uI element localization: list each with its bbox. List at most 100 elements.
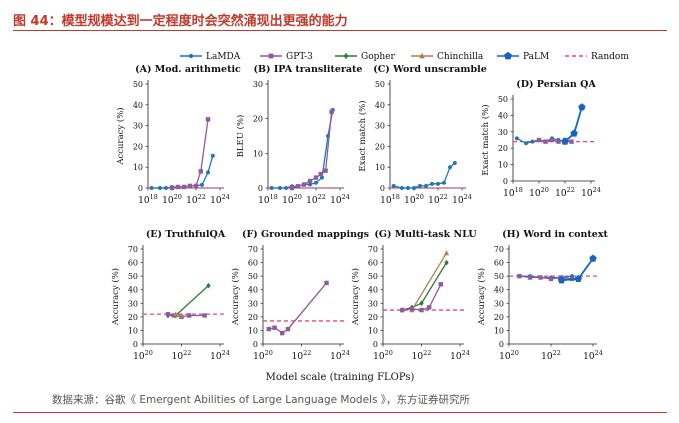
y-tick-label: 70 [248,245,258,254]
x-tick-label: 1020 [499,349,519,362]
x-tick-label: 1020 [162,193,182,206]
y-tick-label: 40 [248,286,258,295]
y-tick-label: 10 [368,326,378,335]
y-tick-label: 30 [133,122,143,131]
y-tick-label: 40 [498,111,508,120]
data-point [514,136,519,141]
data-point [308,182,312,187]
data-point [448,165,452,170]
data-point [438,282,443,287]
y-tick-label: 30 [494,299,504,308]
data-point [444,259,449,266]
data-point [556,139,561,144]
legend-label: Chinchilla [437,52,484,62]
data-point [285,326,291,332]
series-gpt3 [169,117,211,191]
legend-marker [343,52,349,60]
series-line [402,284,442,311]
y-tick-label: 10 [375,163,385,172]
data-point [578,103,586,111]
panel-6: (F) Grounded mappings0102030405060701020… [230,229,369,362]
legend-label: Gopher [361,52,395,62]
series-lamda [149,153,215,190]
x-tick-label: 1018 [380,193,400,206]
series-line [151,155,214,189]
y-tick-label: 30 [498,128,508,137]
x-tick-label: 1024 [330,349,350,362]
data-point [530,139,535,144]
y-tick-label: 30 [253,80,263,89]
panel-title: (E) TruthfulQA [146,229,226,240]
data-source: 数据来源：谷歌《 Emergent Abilities of Large Lan… [52,394,471,406]
data-point [206,282,211,289]
legend-item-palm: PaLM [497,51,549,62]
data-point [149,186,154,190]
x-tick-label: 1020 [282,193,302,206]
data-point [272,325,277,330]
data-point [570,129,578,137]
x-tick-label: 1018 [258,193,278,206]
data-point [175,184,181,190]
data-point [406,186,410,190]
legend-marker [419,52,425,59]
y-tick-label: 70 [128,245,138,254]
series-chinchilla [409,250,450,313]
data-point [187,183,193,189]
y-tick-label: 50 [133,80,143,89]
panel-title: (G) Multi-task NLU [374,229,477,240]
y-tick-label: 0 [253,340,258,349]
series-gpt3 [165,311,207,320]
data-point [206,170,210,175]
y-tick-label: 20 [375,142,385,151]
data-point [517,273,522,279]
series-line [171,119,209,189]
y-tick-label: 40 [368,286,378,295]
data-point [419,307,424,313]
x-tick-label: 1022 [306,193,326,206]
y-tick-label: 50 [494,272,504,281]
y-tick-label: 50 [248,272,258,281]
data-point [169,185,175,191]
x-tick-label: 1024 [210,349,230,362]
y-tick-label: 40 [128,286,138,295]
data-point [295,184,301,189]
header-rule [13,30,667,31]
data-point [557,276,566,284]
data-point [574,274,582,282]
y-tick-label: 0 [503,177,508,186]
y-tick-label: 50 [128,272,138,281]
legend-label: PaLM [523,52,549,62]
y-tick-label: 60 [248,259,258,268]
data-point [427,305,432,310]
data-point [442,180,446,185]
y-tick-label: 10 [248,326,258,335]
y-tick-label: 20 [248,313,258,322]
y-tick-label: 10 [494,326,504,335]
data-point [452,161,457,166]
y-tick-label: 20 [498,144,508,153]
y-tick-label: 70 [368,245,378,254]
data-point [329,109,334,114]
legend-item-lamda: LaMDA [180,52,241,62]
data-point [548,276,554,282]
x-axis-label: Model scale (training FLOPs) [266,372,415,383]
y-axis-label: BLEU (%) [235,115,246,158]
series-line [411,252,448,311]
x-tick-label: 1022 [555,186,575,199]
legend-item-gpt3: GPT-3 [260,52,313,62]
data-point [549,137,555,143]
data-point [419,300,424,307]
series-line [268,282,327,334]
legend: LaMDA GPT-3 Gopher Chinchilla PaLM Random [180,51,629,62]
data-point [409,306,415,311]
data-point [165,311,171,317]
data-point [318,171,323,177]
page-title: 图 44：模型规模达到一定程度时会突然涌现出更强的能力 [13,14,348,29]
y-tick-label: 40 [375,101,385,110]
series-gopher [165,282,211,319]
x-tick-label: 1020 [404,193,424,206]
